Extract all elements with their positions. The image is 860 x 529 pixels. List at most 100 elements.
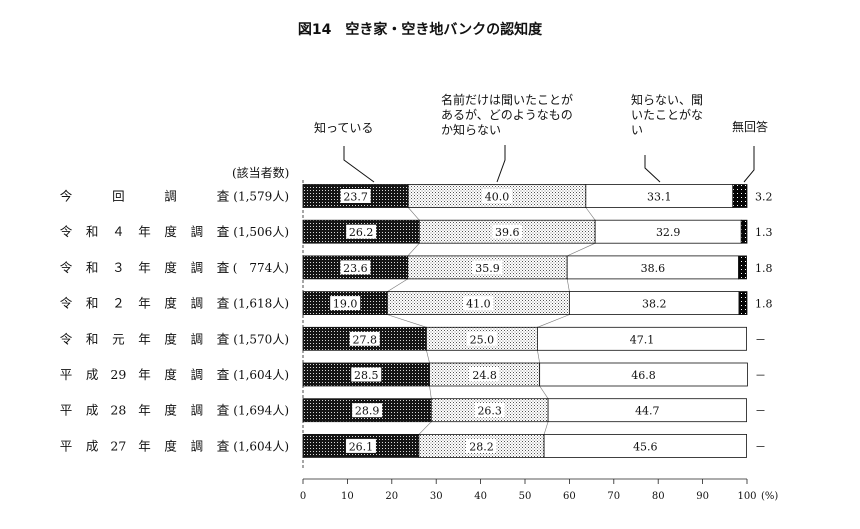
x-tick-label: 10 bbox=[341, 491, 354, 502]
legend-callout-line bbox=[343, 146, 375, 183]
legend-callout-line bbox=[496, 145, 506, 183]
category-label-char: 和 bbox=[86, 331, 99, 346]
category-label-char: 回 bbox=[112, 189, 125, 204]
data-label: 28.5 bbox=[354, 369, 379, 382]
legend-label: 知っている bbox=[314, 121, 373, 135]
category-label-char: 査 bbox=[217, 189, 230, 204]
data-label: 19.0 bbox=[333, 298, 358, 311]
x-tick-label: 30 bbox=[430, 491, 443, 502]
connector-line bbox=[537, 314, 570, 328]
data-label: 26.3 bbox=[477, 405, 502, 418]
connector-line bbox=[537, 350, 540, 364]
connector-line bbox=[387, 278, 408, 292]
category-label-char: 28 bbox=[110, 403, 126, 418]
legend-label: 無回答 bbox=[732, 119, 768, 134]
category-label-char: 調 bbox=[164, 189, 177, 204]
legend-label: 知らない、聞 bbox=[631, 93, 703, 107]
x-tick-label: 60 bbox=[563, 491, 576, 502]
data-label: 47.1 bbox=[630, 333, 655, 346]
x-tick-label: 70 bbox=[607, 491, 620, 502]
data-label: 1.8 bbox=[755, 298, 773, 311]
category-label-char: 年 bbox=[138, 403, 151, 418]
x-tick-label: 0 bbox=[300, 491, 306, 502]
category-label-char: 成 bbox=[86, 438, 99, 453]
data-label-bg bbox=[345, 438, 376, 453]
legend-label: あるが、どのようなもの bbox=[441, 107, 573, 122]
data-label-bg bbox=[340, 189, 371, 203]
x-tick-label: 100 bbox=[737, 491, 756, 502]
category-label-char: 調 bbox=[191, 438, 204, 453]
data-label: 44.7 bbox=[635, 405, 660, 418]
x-tick-label: 40 bbox=[474, 491, 487, 502]
x-axis: 0 10 20 30 40 50 60 70 80 90 100 (%) bbox=[300, 180, 778, 502]
data-label: 26.2 bbox=[349, 226, 374, 239]
respondent-count: (1,506人) bbox=[233, 225, 289, 239]
connector-line bbox=[408, 207, 420, 221]
legend-label: か知らない bbox=[441, 123, 501, 137]
connector-line bbox=[429, 385, 432, 399]
category-label-char: 度 bbox=[164, 331, 177, 346]
data-label: 40.0 bbox=[485, 191, 510, 204]
data-label-bg bbox=[637, 260, 668, 275]
data-label: 1.3 bbox=[755, 226, 773, 239]
category-label-char: 度 bbox=[164, 367, 177, 382]
category-label-char: 調 bbox=[191, 367, 204, 382]
category-label-char: 平 bbox=[60, 403, 73, 418]
count-header: (該当者数) bbox=[232, 165, 289, 180]
data-label: 3.2 bbox=[755, 191, 773, 204]
category-label-char: ３ bbox=[112, 260, 125, 275]
category-label-char: 令 bbox=[60, 296, 73, 311]
bar-segment bbox=[732, 184, 748, 208]
category-label-char: 年 bbox=[138, 260, 151, 275]
data-label-bg bbox=[351, 367, 382, 382]
category-label-char: 令 bbox=[60, 224, 73, 239]
respondent-count: (1,604人) bbox=[233, 368, 289, 382]
data-label-bg bbox=[346, 224, 377, 239]
legend-callout-line bbox=[644, 155, 661, 183]
category-label-char: 今 bbox=[60, 189, 73, 204]
data-label-bg bbox=[482, 189, 513, 203]
category-label-char: 査 bbox=[217, 438, 230, 453]
category-label-char: 成 bbox=[86, 403, 99, 418]
category-label-char: 査 bbox=[217, 296, 230, 311]
category-label-char: 年 bbox=[138, 224, 151, 239]
legend-label: いたことがな bbox=[631, 107, 703, 122]
category-label-char: ４ bbox=[112, 224, 125, 239]
data-label: 24.8 bbox=[472, 369, 497, 382]
data-label: 38.6 bbox=[641, 262, 666, 275]
data-label: 25.0 bbox=[470, 333, 495, 346]
category-label-char: 年 bbox=[138, 331, 151, 346]
data-label: 38.2 bbox=[642, 298, 667, 311]
x-tick-label: 20 bbox=[385, 491, 398, 502]
data-label: 32.9 bbox=[656, 226, 681, 239]
category-label-char: 査 bbox=[217, 367, 230, 382]
connector-line bbox=[418, 421, 432, 435]
category-label-char: 査 bbox=[217, 260, 230, 275]
connector-line bbox=[543, 421, 549, 435]
data-label: 27.8 bbox=[352, 333, 377, 346]
category-label-char: 度 bbox=[164, 296, 177, 311]
data-label-bg bbox=[630, 438, 661, 453]
category-label-char: 29 bbox=[110, 367, 126, 382]
data-label: 26.1 bbox=[349, 440, 374, 453]
category-label-char: 度 bbox=[164, 403, 177, 418]
data-label: － bbox=[755, 369, 766, 382]
data-label: 23.6 bbox=[343, 262, 368, 275]
respondent-count: ( 774人) bbox=[233, 261, 289, 275]
respondent-count: (1,694人) bbox=[233, 404, 289, 418]
data-label-bg bbox=[644, 189, 675, 203]
category-label-char: 年 bbox=[138, 296, 151, 311]
x-tick-label: 80 bbox=[652, 491, 665, 502]
data-label: － bbox=[755, 333, 766, 346]
category-label-char: 調 bbox=[191, 331, 204, 346]
bar-connector-lines bbox=[387, 207, 596, 435]
data-label: － bbox=[755, 405, 766, 418]
legend-label: 名前だけは聞いたことが bbox=[441, 92, 573, 107]
respondent-count: (1,618人) bbox=[233, 297, 289, 311]
data-label: 35.9 bbox=[475, 262, 500, 275]
data-label-bg bbox=[632, 403, 663, 418]
data-label-bg bbox=[330, 296, 361, 311]
data-label: 23.7 bbox=[343, 191, 368, 204]
data-label-bg bbox=[469, 367, 500, 382]
data-label-bg bbox=[466, 438, 497, 453]
